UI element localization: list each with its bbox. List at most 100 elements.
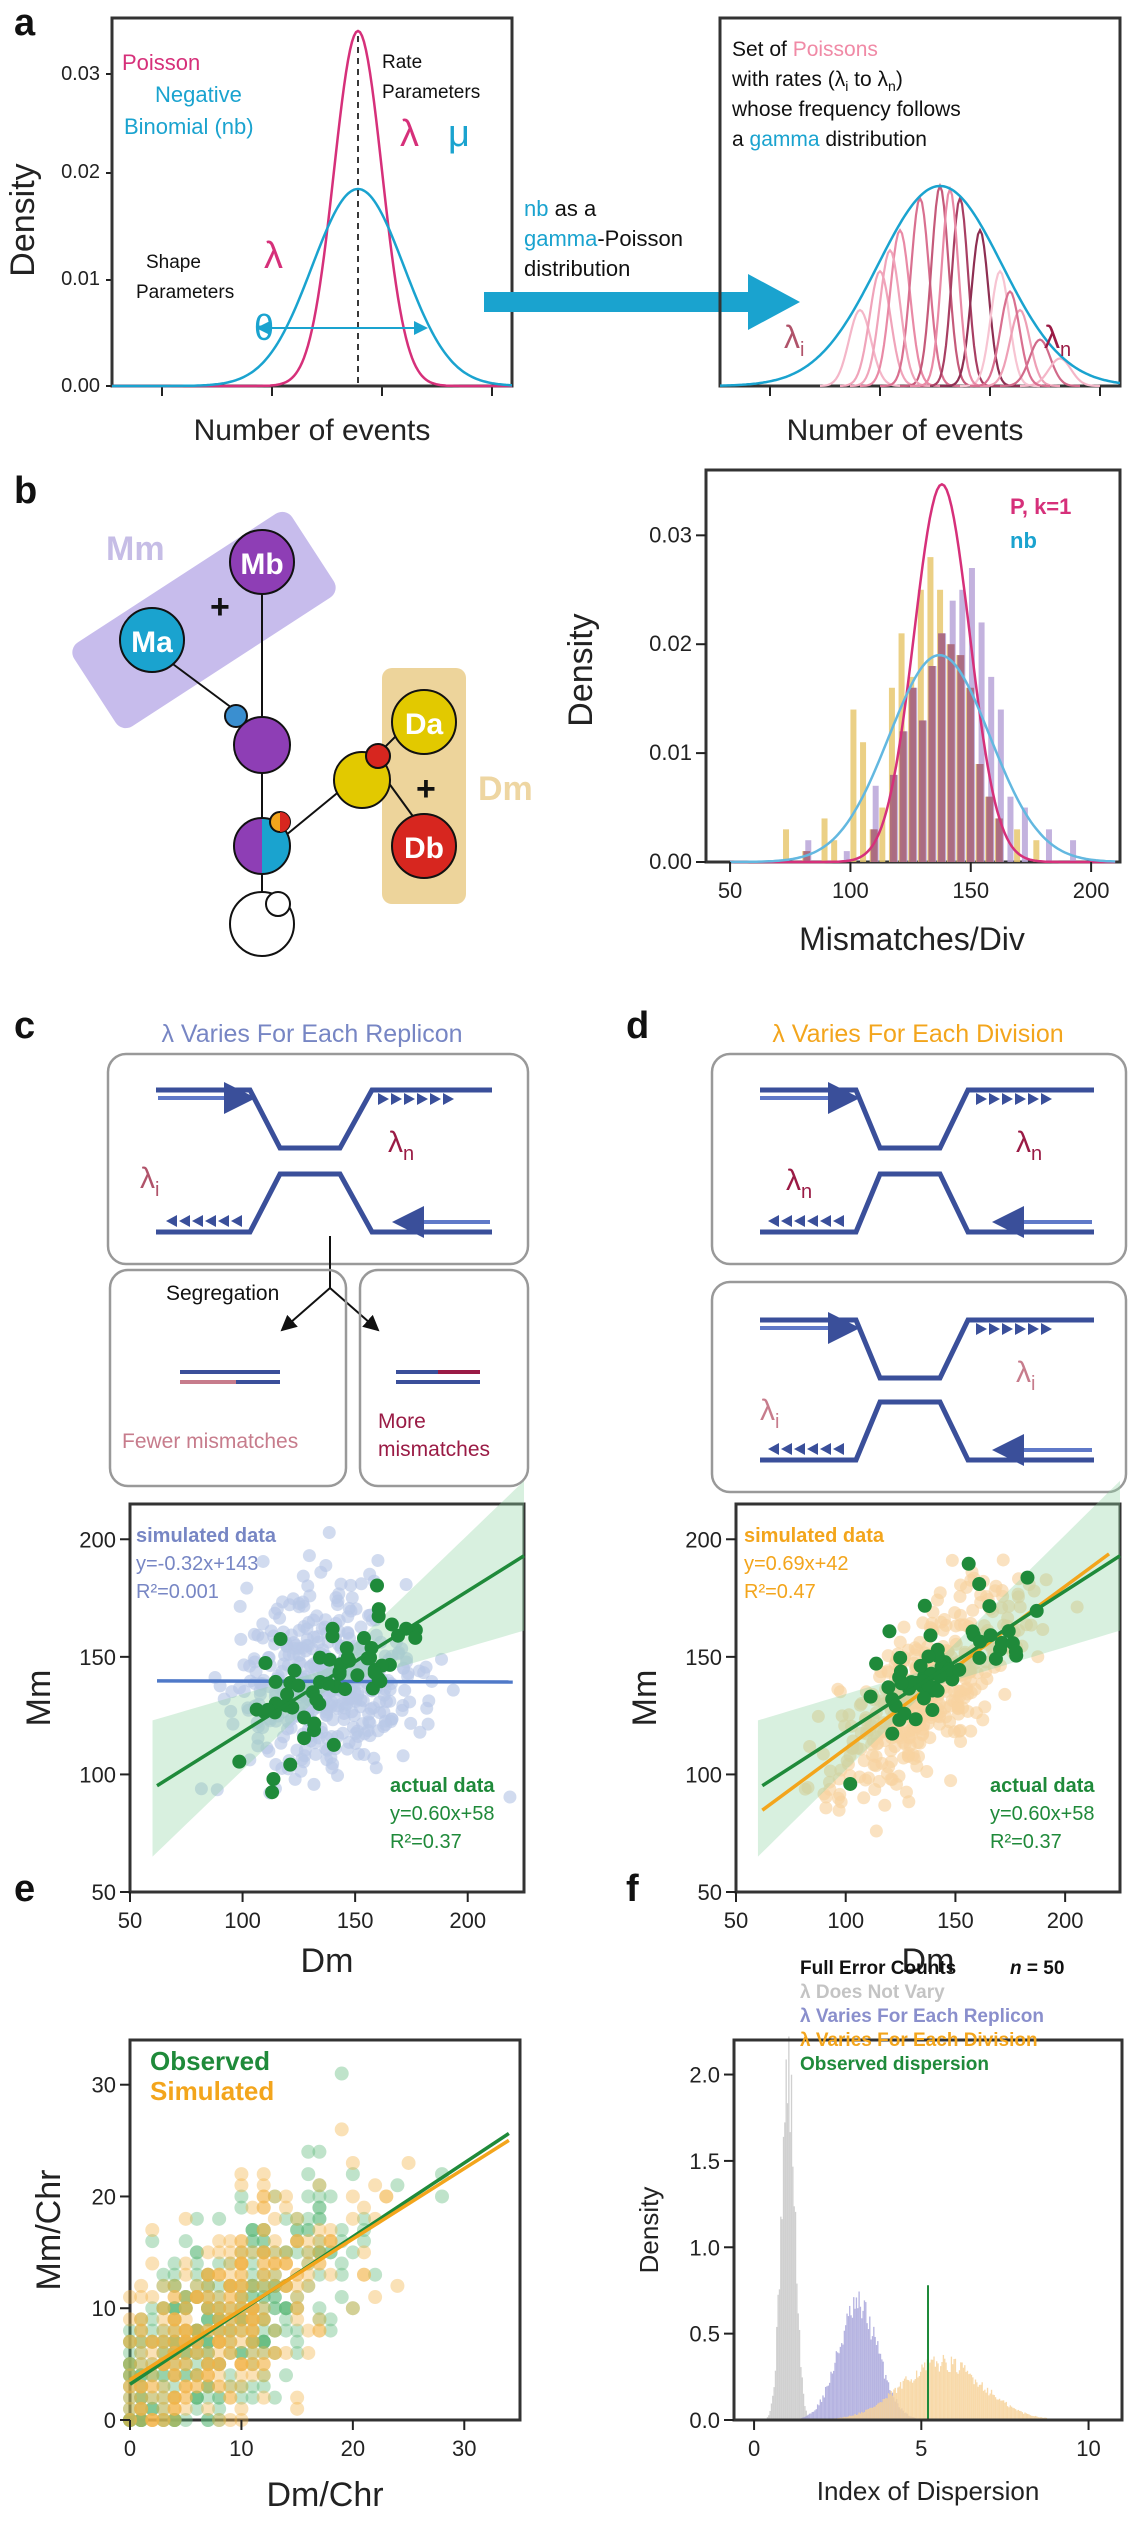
scatter-point: [189, 2245, 204, 2260]
scatter-point: [267, 2323, 282, 2338]
scatter-point: [201, 2267, 215, 2282]
scatter-point: [345, 1591, 359, 1605]
scatter-point: [234, 2368, 249, 2383]
histogram-bar: [899, 2382, 902, 2420]
scatter-point: [959, 1682, 973, 1696]
scatter-point: [201, 2312, 215, 2327]
small-node: [224, 704, 248, 728]
scatter-point: [446, 1683, 460, 1697]
scatter-point: [968, 1682, 982, 1696]
scatter-point: [145, 2413, 160, 2427]
svg-text:gamma-Poisson: gamma-Poisson: [524, 226, 683, 251]
scatter-point: [212, 2413, 227, 2427]
histogram-bar: [886, 2398, 888, 2420]
sim-equation: y=0.69x+42: [744, 1553, 849, 1575]
mismatch-arrowhead: [820, 1215, 831, 1227]
scatter-point: [245, 2323, 260, 2338]
scatter-point: [223, 2390, 238, 2405]
scatter-point: [212, 2334, 227, 2349]
scatter-point: [234, 2290, 249, 2305]
histogram-bar: [871, 2336, 874, 2420]
scatter-point: [178, 2290, 193, 2305]
scatter-point: [134, 2379, 149, 2394]
scatter-point: [145, 2401, 160, 2416]
histogram-bar: [855, 2297, 858, 2420]
mismatch-arrowhead: [1015, 1323, 1026, 1335]
histogram-bar: [966, 687, 974, 862]
scatter-point: [167, 2368, 182, 2383]
scatter-point: [178, 2290, 193, 2305]
tick-label: 10: [92, 2296, 116, 2321]
panel-b-tree: Mm Dm Mb Ma + Da Db +: [72, 511, 533, 957]
scatter-point: [234, 2278, 249, 2293]
gamma-poisson-arrow: nb as a gamma-Poisson distribution: [484, 196, 800, 330]
scatter-point: [256, 2278, 271, 2293]
scatter-point: [245, 2357, 260, 2372]
histogram-bar: [976, 764, 984, 862]
scatter-point: [167, 2290, 182, 2305]
scatter-point: [201, 2368, 215, 2383]
histogram-bar: [788, 2036, 790, 2420]
panel-f-histogram: 0 5 10 0.0 0.5 1.0 1.5 2.0 Index of Dispersion De…: [634, 2036, 1124, 2506]
scatter-point: [988, 1584, 1002, 1598]
scatter-point: [223, 2390, 238, 2405]
histogram-bar: [914, 2379, 916, 2420]
scatter-point: [234, 2401, 249, 2416]
scatter-point: [312, 2144, 327, 2159]
mismatch-arrowhead: [1002, 1093, 1013, 1105]
scatter-point: [234, 2245, 249, 2260]
actual-point: [297, 1731, 312, 1746]
scatter-point: [156, 2334, 171, 2349]
histogram-bar: [949, 2372, 951, 2420]
scatter-point: [212, 2245, 227, 2260]
scatter-point: [301, 2144, 316, 2159]
panel-d-scatter: 50 100 150 200 50 100 150 200 Dm Mm: [626, 1480, 1122, 1980]
scatter-point: [189, 2211, 204, 2226]
axis-xlabel: Number of events: [194, 414, 431, 447]
scatter-point: [201, 2334, 215, 2349]
scatter-point: [256, 2223, 271, 2237]
scatter-point: [156, 2312, 171, 2327]
scatter-point: [256, 2379, 271, 2394]
scatter-point: [307, 1777, 321, 1791]
scatter-point: [167, 2413, 182, 2427]
scatter-point: [156, 2278, 171, 2293]
scatter-point: [201, 2357, 215, 2372]
scatter-point: [998, 1687, 1012, 1701]
scatter-point: [234, 2357, 249, 2372]
scatter-point: [379, 2189, 394, 2204]
scatter-point: [223, 2323, 238, 2338]
scatter-point: [156, 2401, 171, 2416]
actual-point: [369, 1578, 384, 1593]
tick-label: 20: [341, 2436, 365, 2461]
scatter-point: [201, 2401, 215, 2416]
scatter-point: [201, 2357, 215, 2372]
scatter-point: [234, 2167, 249, 2182]
histogram-bar: [944, 2358, 946, 2420]
scatter-point: [357, 2267, 371, 2282]
scatter-point: [201, 2245, 215, 2260]
scatter-point: [256, 2223, 271, 2237]
plot-frame: [732, 2038, 1124, 2422]
scatter-point: [156, 2323, 171, 2338]
axis-xlabel: Dm: [902, 1942, 955, 1980]
histogram-bar: [997, 2399, 999, 2420]
histogram-bar: [981, 2382, 983, 2420]
scatter-point: [234, 2312, 249, 2327]
mismatch-arrowhead: [1041, 1093, 1052, 1105]
scatter-point: [134, 2334, 149, 2349]
histogram-bar: [839, 2346, 842, 2420]
scatter-point: [245, 2334, 260, 2349]
scatter-point: [245, 2334, 260, 2349]
scatter-point: [245, 2312, 260, 2327]
sim-r2: R²=0.47: [744, 1581, 816, 1603]
histogram-bar: [869, 2316, 871, 2420]
histogram-bar: [841, 2343, 843, 2420]
histogram-bar: [956, 2372, 958, 2420]
scatter-point: [201, 2357, 215, 2372]
scatter-point: [212, 2357, 227, 2372]
legend-observed-dispersion: Observed dispersion: [800, 2054, 989, 2075]
histogram-bar: [1018, 2410, 1021, 2420]
mismatch-arrowhead: [807, 1215, 818, 1227]
actual-label: actual data: [990, 1775, 1095, 1797]
